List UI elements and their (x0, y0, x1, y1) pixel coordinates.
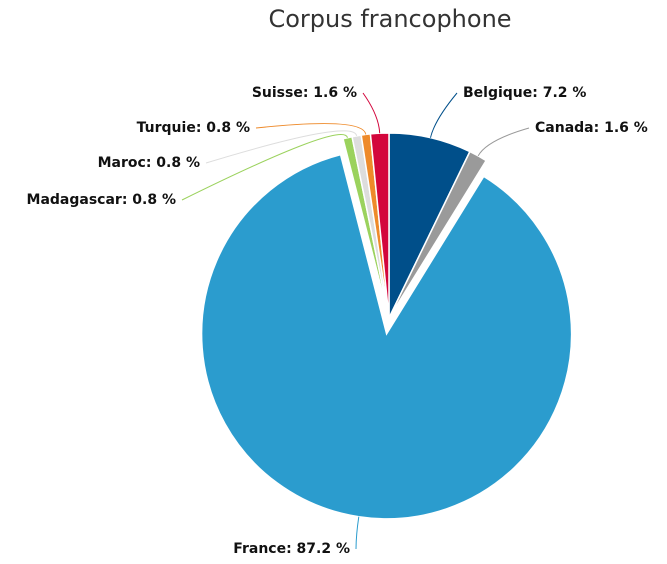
leader-line (430, 92, 458, 138)
data-label: Madagascar: 0.8 % (27, 192, 176, 208)
pie-slice (388, 150, 488, 319)
data-label: France: 87.2 % (233, 541, 350, 557)
data-label: Suisse: 1.6 % (252, 85, 357, 101)
data-label: Canada: 1.6 % (535, 120, 648, 136)
data-label: Belgique: 7.2 % (463, 85, 586, 101)
leader-line (181, 134, 348, 201)
leader-line (255, 123, 367, 135)
leader-line (205, 130, 358, 164)
leader-line (355, 516, 360, 550)
data-label: Turquie: 0.8 % (137, 120, 250, 136)
data-label: Maroc: 0.8 % (98, 155, 200, 171)
leader-line (362, 92, 381, 134)
chart-title: Corpus francophone (268, 5, 511, 33)
pie-slice (200, 153, 573, 520)
leader-line (477, 127, 530, 157)
